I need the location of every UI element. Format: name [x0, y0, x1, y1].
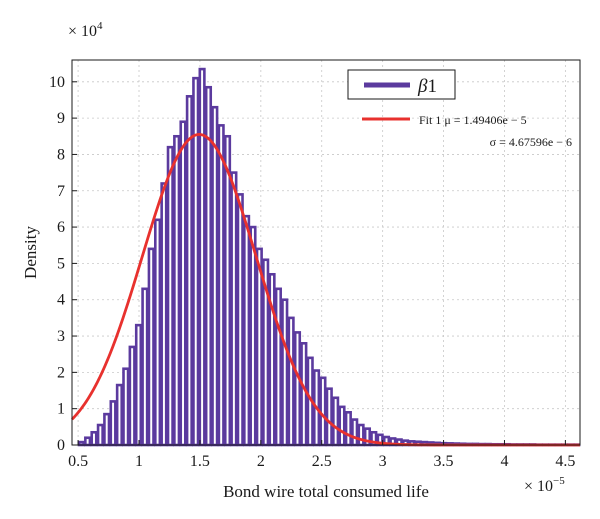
histogram-bar	[160, 182, 168, 447]
histogram-bar	[166, 145, 174, 447]
x-tick-labels: 0.5 1 1.5 2 2.5 3 3.5 4 4.5	[68, 440, 575, 470]
histogram-bar	[223, 134, 232, 447]
histogram-bar	[236, 193, 244, 447]
histogram-bar	[351, 418, 359, 447]
x-multiplier-base: × 10	[524, 478, 553, 495]
x-tick-label: 4	[500, 453, 508, 470]
y-tick-label: 6	[57, 219, 65, 236]
histogram-bar	[179, 120, 187, 447]
x-tick-label: 4.5	[555, 453, 575, 470]
histogram-bar	[319, 376, 327, 447]
y-multiplier-exp: 4	[97, 20, 103, 32]
histogram-bar	[122, 367, 130, 447]
histogram-bar	[96, 423, 104, 447]
x-tick-label: 3.5	[434, 453, 454, 470]
histogram-bar	[249, 225, 257, 447]
y-tick-label: 0	[57, 437, 65, 454]
histogram-bar	[287, 316, 295, 447]
legend: β1 Fit 1 μ = 1.49406e − 5 σ = 4.67596e −…	[347, 69, 572, 149]
y-multiplier: × 104	[68, 20, 103, 40]
histogram-bar	[198, 67, 206, 447]
legend-fit-label: Fit 1 μ = 1.49406e − 5	[419, 113, 527, 127]
histogram-bar	[84, 436, 92, 447]
x-tick-label: 2.5	[312, 453, 332, 470]
histogram-bar	[115, 383, 124, 447]
x-multiplier-exp: −5	[553, 475, 565, 487]
plot-frame	[71, 59, 581, 446]
legend-fit-sigma: σ = 4.67596e − 6	[490, 135, 572, 149]
histogram-bar	[217, 124, 225, 447]
histogram-bar	[281, 298, 289, 447]
y-tick-label: 10	[49, 74, 65, 91]
histogram-bar	[338, 405, 346, 447]
histogram-bar	[192, 76, 200, 447]
x-axis-label: Bond wire total consumed life	[223, 482, 429, 501]
histogram-bar	[185, 95, 193, 447]
x-tick-label: 1.5	[190, 453, 210, 470]
y-axis-label: Density	[21, 226, 40, 279]
x-multiplier: × 10−5	[524, 475, 565, 495]
y-tick-label: 2	[57, 364, 65, 381]
histogram-bar	[154, 218, 162, 447]
x-tick-label: 1	[135, 453, 143, 470]
y-tick-label: 3	[57, 328, 65, 345]
histogram-bar	[325, 387, 333, 447]
histogram-bar	[211, 105, 219, 447]
histogram-bar	[173, 134, 181, 447]
y-tick-labels: 0 1 2 3 4 5 6 7 8 9 10	[49, 74, 77, 454]
histogram-bar	[344, 411, 352, 447]
y-tick-label: 7	[57, 183, 65, 200]
histogram-bar	[109, 400, 117, 447]
histogram-bar	[332, 396, 340, 447]
y-multiplier-base: × 10	[68, 23, 97, 40]
histogram-bar	[134, 323, 143, 447]
histogram-bar	[357, 423, 365, 447]
x-tick-label: 0.5	[68, 453, 88, 470]
histogram-bar	[147, 247, 155, 447]
x-tick-label: 3	[379, 453, 387, 470]
histogram-bar	[300, 342, 308, 447]
histogram-bar	[255, 247, 263, 447]
histogram-bar	[103, 412, 111, 447]
y-tick-label: 1	[57, 401, 65, 418]
histogram-bar	[293, 331, 302, 447]
histogram-bar	[128, 345, 136, 447]
histogram-bar	[274, 287, 282, 447]
y-tick-label: 9	[57, 110, 65, 127]
histogram-bar	[230, 171, 238, 447]
histogram-bar	[90, 430, 98, 447]
x-tick-label: 2	[257, 453, 265, 470]
y-tick-label: 8	[57, 146, 65, 163]
histogram-bar	[141, 287, 149, 447]
histogram-bar	[243, 214, 251, 447]
y-tick-label: 4	[57, 292, 65, 309]
legend-hist-label: β1	[417, 76, 437, 97]
y-tick-label: 5	[57, 255, 65, 272]
